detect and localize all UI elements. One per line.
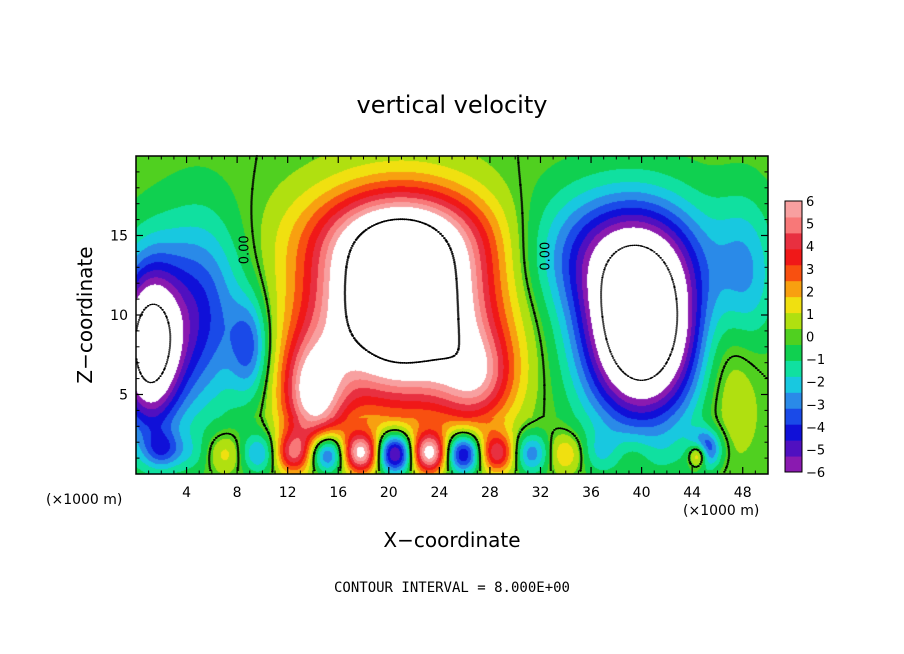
colorbar-swatch (785, 248, 802, 266)
contour-interval-footer: CONTOUR INTERVAL = 8.000E+00 (334, 580, 570, 596)
x-tick-label: 44 (683, 485, 701, 501)
contour-negative (135, 244, 679, 384)
velocity-heatmap (136, 156, 768, 474)
colorbar-swatch (785, 296, 802, 314)
colorbar-swatch (785, 440, 802, 457)
x-tick-label: 40 (633, 485, 651, 501)
contour-label: 0.00 (237, 235, 252, 264)
colorbar-tick-label: 0 (806, 331, 814, 346)
x-tick-label: 24 (430, 485, 448, 501)
colorbar-tick-label: 3 (806, 263, 814, 278)
x-tick-label: 16 (329, 485, 347, 501)
x-axis-label: X−coordinate (383, 528, 520, 552)
colorbar-swatch (785, 312, 802, 330)
colorbar-tick-label: −3 (806, 398, 825, 413)
x-tick-label: 12 (279, 485, 297, 501)
colorbar-tick-label: 4 (806, 240, 814, 255)
plot-area: 0.00 0.00 (135, 155, 769, 475)
colorbar-swatch (785, 280, 802, 298)
colorbar-swatch (785, 360, 802, 377)
colorbar-swatch (785, 376, 802, 393)
colorbar-swatch (785, 201, 802, 218)
x-unit-label: (×1000 m) (46, 492, 122, 508)
colorbar: 6 5 4 3 2 1 0 −1 −2 −3 −4 −5 −6 (784, 195, 825, 481)
chart-title: vertical velocity (357, 91, 548, 119)
colorbar-swatch (785, 232, 802, 250)
colorbar-swatch (785, 424, 802, 441)
colorbar-swatch (785, 392, 802, 409)
colorbar-tick-label: −6 (806, 466, 825, 481)
colorbar-swatch (785, 344, 802, 361)
colorbar-tick-label: 5 (806, 218, 814, 233)
y-tick-label: 10 (110, 308, 128, 324)
colorbar-tick-label: 2 (806, 285, 814, 300)
colorbar-tick-label: −4 (806, 421, 825, 436)
z-unit-label: (×1000 m) (683, 503, 759, 519)
colorbar-tick-label: −1 (806, 353, 825, 368)
x-tick-label: 8 (233, 485, 242, 501)
y-tick-label: 15 (110, 229, 128, 245)
colorbar-swatch (785, 216, 802, 234)
x-tick-label: 20 (380, 485, 398, 501)
x-axis: 4 8 12 16 20 24 28 32 36 40 44 48 (148, 156, 756, 501)
x-tick-label: 28 (481, 485, 499, 501)
x-tick-label: 4 (182, 485, 191, 501)
y-axis-label: Z−coordinate (73, 246, 97, 383)
y-tick-label: 5 (119, 388, 128, 404)
x-tick-label: 32 (532, 485, 550, 501)
colorbar-tick-label: 6 (806, 195, 814, 210)
colorbar-frame (784, 200, 803, 473)
contour-lines: 0.00 0.00 (135, 155, 768, 473)
contour-line (343, 218, 461, 364)
colorbar-swatch (785, 328, 802, 345)
colorbar-swatch (785, 408, 802, 425)
colorbar-swatch (785, 456, 802, 473)
y-axis: 5 10 15 (110, 171, 768, 459)
x-tick-label: 48 (734, 485, 752, 501)
colorbar-tick-label: 1 (806, 308, 814, 323)
colorbar-swatch (785, 264, 802, 282)
x-tick-label: 36 (582, 485, 600, 501)
colorbar-tick-label: −2 (806, 376, 825, 391)
contour-label: 0.00 (538, 242, 553, 271)
colorbar-tick-label: −5 (806, 443, 825, 458)
